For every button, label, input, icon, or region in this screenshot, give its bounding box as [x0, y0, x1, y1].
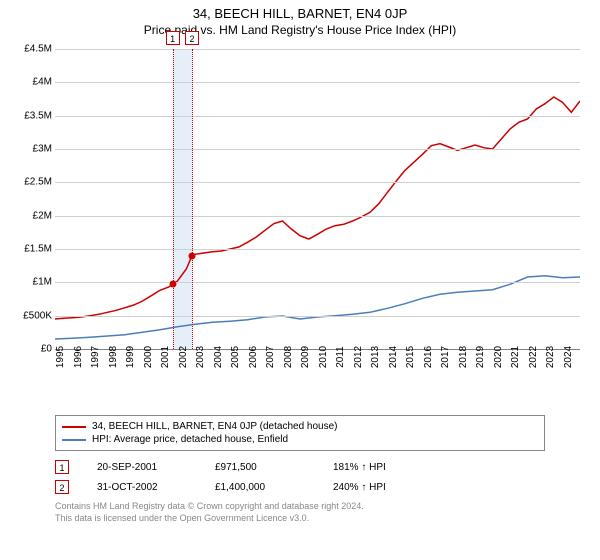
x-tick-label: 2000: [143, 346, 154, 368]
legend-row: 34, BEECH HILL, BARNET, EN4 0JP (detache…: [62, 420, 538, 433]
transaction-hpi: 240% ↑ HPI: [333, 482, 423, 493]
x-tick-label: 2015: [405, 346, 416, 368]
y-tick-label: £2M: [33, 210, 52, 221]
transaction-row: 1 20-SEP-2001 £971,500 181% ↑ HPI: [55, 457, 545, 477]
y-tick-label: £3M: [33, 144, 52, 155]
x-tick-label: 2001: [160, 346, 171, 368]
y-gridline: [55, 149, 580, 150]
x-tick-label: 2008: [283, 346, 294, 368]
x-tick-label: 2022: [528, 346, 539, 368]
x-tick-label: 2010: [318, 346, 329, 368]
y-tick-label: £500K: [23, 310, 52, 321]
transaction-price: £1,400,000: [215, 482, 305, 493]
x-tick-label: 2005: [230, 346, 241, 368]
transaction-row: 2 31-OCT-2002 £1,400,000 240% ↑ HPI: [55, 477, 545, 497]
legend-swatch: [62, 439, 86, 441]
x-tick-label: 2003: [195, 346, 206, 368]
transaction-date: 31-OCT-2002: [97, 482, 187, 493]
x-tick-label: 2002: [178, 346, 189, 368]
legend-label: 34, BEECH HILL, BARNET, EN4 0JP (detache…: [92, 421, 338, 432]
y-tick-label: £2.5M: [24, 177, 52, 188]
marker-box: 1: [166, 31, 180, 45]
x-tick-label: 1997: [90, 346, 101, 368]
y-gridline: [55, 249, 580, 250]
x-tick-label: 2006: [248, 346, 259, 368]
legend-swatch: [62, 426, 86, 428]
transaction-hpi: 181% ↑ HPI: [333, 462, 423, 473]
marker-point: [189, 252, 196, 259]
chart-title: 34, BEECH HILL, BARNET, EN4 0JP: [0, 0, 600, 21]
footer-line-1: Contains HM Land Registry data © Crown c…: [55, 501, 545, 513]
x-tick-label: 2004: [213, 346, 224, 368]
series-svg: [55, 49, 580, 349]
x-tick-label: 2023: [545, 346, 556, 368]
x-tick-label: 1998: [108, 346, 119, 368]
x-tick-label: 2021: [510, 346, 521, 368]
y-gridline: [55, 216, 580, 217]
y-gridline: [55, 116, 580, 117]
series-property: [55, 97, 580, 319]
y-tick-label: £1.5M: [24, 244, 52, 255]
transaction-marker: 1: [55, 460, 69, 474]
transaction-price: £971,500: [215, 462, 305, 473]
legend: 34, BEECH HILL, BARNET, EN4 0JP (detache…: [55, 415, 545, 451]
y-gridline: [55, 316, 580, 317]
y-tick-label: £3.5M: [24, 110, 52, 121]
x-tick-label: 2019: [475, 346, 486, 368]
y-tick-label: £4M: [33, 77, 52, 88]
y-gridline: [55, 82, 580, 83]
x-tick-label: 2007: [265, 346, 276, 368]
x-tick-label: 2017: [440, 346, 451, 368]
y-tick-label: £1M: [33, 277, 52, 288]
series-hpi: [55, 276, 580, 339]
x-tick-label: 2011: [335, 346, 346, 368]
marker-vline: [173, 49, 174, 349]
x-tick-label: 2016: [423, 346, 434, 368]
y-gridline: [55, 282, 580, 283]
plot-area: [55, 49, 580, 349]
x-tick-label: 2018: [458, 346, 469, 368]
x-tick-label: 2020: [493, 346, 504, 368]
x-tick-label: 2024: [563, 346, 574, 368]
footer-attribution: Contains HM Land Registry data © Crown c…: [55, 501, 545, 524]
footer-line-2: This data is licensed under the Open Gov…: [55, 513, 545, 525]
y-gridline: [55, 182, 580, 183]
x-tick-label: 2013: [370, 346, 381, 368]
transaction-marker: 2: [55, 480, 69, 494]
x-tick-label: 1995: [55, 346, 66, 368]
x-tick-label: 1999: [125, 346, 136, 368]
legend-label: HPI: Average price, detached house, Enfi…: [92, 434, 288, 445]
transactions-table: 1 20-SEP-2001 £971,500 181% ↑ HPI 2 31-OCT-20…: [55, 457, 545, 497]
x-tick-label: 2009: [300, 346, 311, 368]
legend-row: HPI: Average price, detached house, Enfi…: [62, 433, 538, 446]
marker-point: [169, 281, 176, 288]
x-tick-label: 2014: [388, 346, 399, 368]
transaction-date: 20-SEP-2001: [97, 462, 187, 473]
chart-container: £0 £500K £1M £1.5M £2M £2.5M £3M £3.5M £4M £4.5M 1…: [0, 41, 600, 411]
chart-subtitle: Price paid vs. HM Land Registry's House …: [0, 21, 600, 41]
x-tick-label: 2012: [353, 346, 364, 368]
y-gridline: [55, 49, 580, 50]
x-tick-label: 1996: [73, 346, 84, 368]
y-tick-label: £4.5M: [24, 44, 52, 55]
marker-vline: [192, 49, 193, 349]
y-tick-label: £0: [41, 344, 52, 355]
marker-box: 2: [185, 31, 199, 45]
